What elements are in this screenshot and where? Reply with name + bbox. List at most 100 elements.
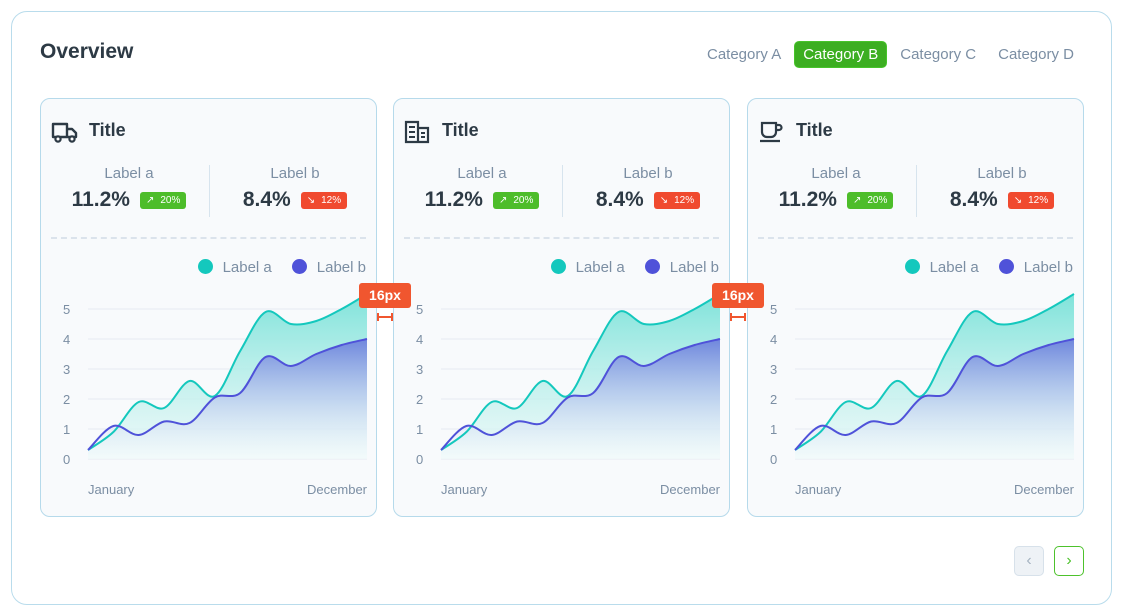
legend-item-a[interactable]: Label a	[550, 259, 625, 276]
stat-b: Label b 8.4% ↘ 12%	[564, 165, 732, 212]
divider	[209, 165, 210, 217]
tab-category-b[interactable]: Category B	[794, 41, 888, 68]
y-tick-label: 0	[63, 452, 70, 467]
legend-label: Label a	[222, 259, 272, 276]
stat-label: Label b	[270, 165, 320, 182]
chevron-left-icon: ‹	[1026, 552, 1032, 569]
series-a-line	[794, 293, 1075, 451]
x-tick-label: January	[441, 482, 488, 497]
y-tick-label: 4	[416, 332, 423, 347]
stat-card: Title Label a 11.2% ↗ 20% Label b 8.4% ↘ 1…	[40, 98, 377, 517]
spacing-annotation: 16px	[359, 283, 411, 308]
y-tick-label: 2	[63, 392, 70, 407]
building-icon	[404, 120, 432, 144]
stat-card: Title Label a 11.2% ↗ 20% Label b 8.4% ↘ 1…	[747, 98, 1084, 517]
series-b-line	[794, 338, 1075, 451]
legend-label: Label b	[669, 259, 719, 276]
cup-icon	[758, 120, 786, 144]
tab-category-a[interactable]: Category A	[706, 46, 782, 63]
card-title: Title	[89, 120, 126, 140]
y-tick-label: 3	[416, 362, 423, 377]
next-page-button[interactable]: ›	[1054, 546, 1084, 576]
legend-item-b[interactable]: Label b	[291, 259, 366, 276]
series-b-area	[795, 339, 1074, 459]
tab-category-d[interactable]: Category D	[998, 46, 1074, 63]
y-tick-label: 4	[63, 332, 70, 347]
dashed-divider	[758, 237, 1073, 239]
legend-item-b[interactable]: Label b	[644, 259, 719, 276]
y-tick-label: 4	[770, 332, 777, 347]
y-tick-label: 3	[63, 362, 70, 377]
arrow-up-right-icon: ↗	[145, 194, 155, 206]
arrow-up-right-icon: ↗	[498, 194, 508, 206]
chart-legend: Label a Label b	[904, 259, 1073, 276]
dashed-divider	[51, 237, 366, 239]
stat-label: Label b	[977, 165, 1027, 182]
legend-item-a[interactable]: Label a	[197, 259, 272, 276]
series-a-line	[440, 293, 721, 451]
stat-value: 11.2%	[71, 188, 130, 211]
stat-label: Label a	[457, 165, 507, 182]
change-badge: ↘ 12%	[1007, 191, 1055, 209]
y-tick-label: 1	[770, 422, 777, 437]
stat-label: Label a	[104, 165, 154, 182]
arrow-down-right-icon: ↘	[306, 194, 316, 206]
legend-dot-icon	[998, 259, 1014, 274]
arrow-down-right-icon: ↘	[1013, 194, 1023, 206]
stat-b: Label b 8.4% ↘ 12%	[918, 165, 1086, 212]
legend-dot-icon	[291, 259, 307, 274]
divider	[916, 165, 917, 217]
legend-dot-icon	[644, 259, 660, 274]
stat-a: Label a 11.2% ↗ 20%	[45, 165, 213, 212]
arrow-down-right-icon: ↘	[659, 194, 669, 206]
y-tick-label: 2	[770, 392, 777, 407]
stat-value: 11.2%	[778, 188, 837, 211]
stat-value: 8.4%	[242, 188, 291, 211]
legend-item-b[interactable]: Label b	[998, 259, 1073, 276]
legend-label: Label a	[929, 259, 979, 276]
area-chart: 0 1 2 3 4 5 January December	[770, 293, 1075, 497]
card-title: Title	[442, 120, 479, 140]
truck-icon	[51, 120, 79, 144]
legend-label: Label b	[1023, 259, 1073, 276]
dashed-divider	[404, 237, 719, 239]
stat-card: Title Label a 11.2% ↗ 20% Label b 8.4% ↘ 1…	[393, 98, 730, 517]
stat-b: Label b 8.4% ↘ 12%	[211, 165, 379, 212]
series-b-area	[88, 339, 367, 459]
divider	[562, 165, 563, 217]
tab-category-c[interactable]: Category C	[900, 46, 977, 63]
area-chart: 0 1 2 3 4 5 January December	[416, 293, 721, 497]
page-title: Overview	[40, 40, 134, 63]
chart-legend: Label a Label b	[197, 259, 366, 276]
stat-label: Label b	[623, 165, 673, 182]
chart-legend: Label a Label b	[550, 259, 719, 276]
previous-page-button[interactable]: ‹	[1014, 546, 1044, 576]
x-tick-label: December	[1014, 482, 1075, 497]
x-tick-label: December	[660, 482, 721, 497]
series-b-area	[441, 339, 720, 459]
x-tick-label: December	[307, 482, 368, 497]
stat-value: 8.4%	[949, 188, 998, 211]
legend-label: Label a	[575, 259, 625, 276]
change-badge: ↘ 12%	[300, 191, 348, 209]
legend-item-a[interactable]: Label a	[904, 259, 979, 276]
legend-dot-icon	[904, 259, 920, 274]
change-value: 20%	[160, 194, 181, 206]
series-a-line	[87, 293, 368, 451]
chevron-right-icon: ›	[1066, 552, 1072, 569]
change-value: 20%	[513, 194, 534, 206]
y-tick-label: 5	[63, 302, 70, 317]
change-badge: ↗ 20%	[492, 191, 540, 209]
x-tick-label: January	[795, 482, 842, 497]
change-badge: ↗ 20%	[139, 191, 187, 209]
y-tick-label: 3	[770, 362, 777, 377]
y-tick-label: 0	[416, 452, 423, 467]
x-tick-label: January	[88, 482, 135, 497]
spacing-marker	[730, 313, 746, 321]
y-tick-label: 2	[416, 392, 423, 407]
area-chart: 0 1 2 3 4 5 January December	[63, 293, 368, 497]
y-tick-label: 0	[770, 452, 777, 467]
y-tick-label: 5	[416, 302, 423, 317]
change-value: 20%	[867, 194, 888, 206]
stat-value: 8.4%	[595, 188, 644, 211]
